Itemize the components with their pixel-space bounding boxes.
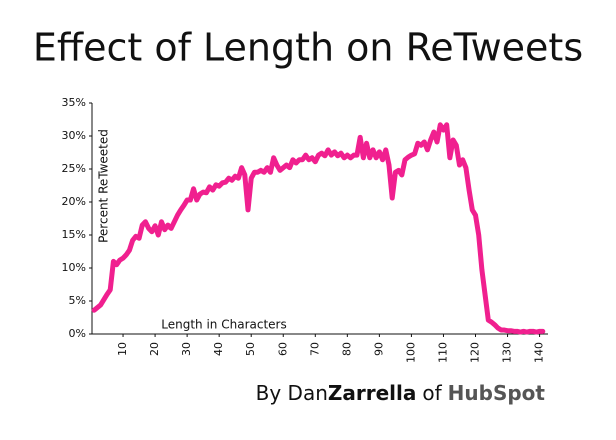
y-tick-label: 20% <box>62 195 86 208</box>
x-tick-label: 130 <box>501 342 514 363</box>
credit-text: of <box>422 381 442 405</box>
x-tick-label: 120 <box>469 342 482 363</box>
credit: By DanZarrella of HubSpot <box>256 381 546 405</box>
y-tick-label: 15% <box>62 228 86 241</box>
y-tick-label: 10% <box>62 261 86 274</box>
y-tick-label: 35% <box>62 96 86 109</box>
x-axis-label: Length in Characters <box>161 318 286 332</box>
credit-text: By Dan <box>256 381 328 405</box>
y-tick-label: 30% <box>62 129 86 142</box>
x-tick-label: 20 <box>148 342 161 356</box>
x-tick-label: 100 <box>404 342 417 363</box>
y-axis-label: Percent ReTweeted <box>97 129 111 243</box>
y-tick-label: 5% <box>69 294 86 307</box>
credit-name: Zarrella <box>328 381 417 405</box>
x-tick-label: 60 <box>276 342 289 356</box>
x-tick-label: 110 <box>436 342 449 363</box>
x-tick-label: 50 <box>244 342 257 356</box>
x-tick-label: 90 <box>372 342 385 356</box>
x-tick-label: 70 <box>308 342 321 356</box>
credit-brand: HubSpot <box>448 381 546 405</box>
y-tick-label: 25% <box>62 162 86 175</box>
chart-title: Effect of Length on ReTweets <box>33 26 583 70</box>
x-tick-label: 30 <box>180 342 193 356</box>
x-tick-label: 40 <box>212 342 225 356</box>
x-tick-label: 10 <box>116 342 129 356</box>
y-tick-label: 0% <box>69 327 86 340</box>
line <box>91 122 546 335</box>
x-tick-label: 140 <box>533 342 546 363</box>
x-tick-label: 80 <box>340 342 353 356</box>
